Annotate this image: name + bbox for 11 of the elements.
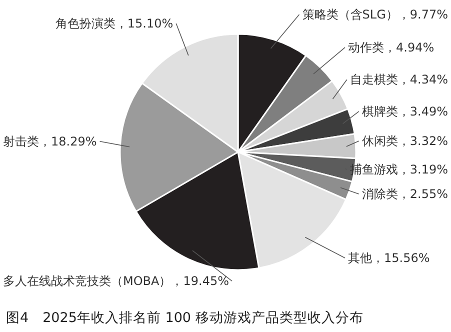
slice-label: 角色扮演类，15.10%	[55, 16, 174, 30]
slice-label: 策略类（含SLG），9.77%	[302, 8, 448, 22]
slice-label: 棋牌类，3.49%	[362, 104, 448, 118]
slice-label: 其他，15.56%	[348, 250, 430, 265]
slice-label: 射击类，18.29%	[3, 134, 97, 148]
slice-label: 动作类，4.94%	[348, 40, 434, 54]
slice-label: 多人在线战术竞技类（MOBA），19.45%	[3, 274, 229, 288]
slice-label: 自走棋类，4.34%	[350, 72, 448, 87]
slice-label: 消除类，2.55%	[362, 186, 448, 201]
text: 图4 2025年收入排名前 100 移动游戏产品类型收入分布	[6, 310, 364, 326]
slice-label: 休闲类，3.32%	[362, 134, 448, 148]
